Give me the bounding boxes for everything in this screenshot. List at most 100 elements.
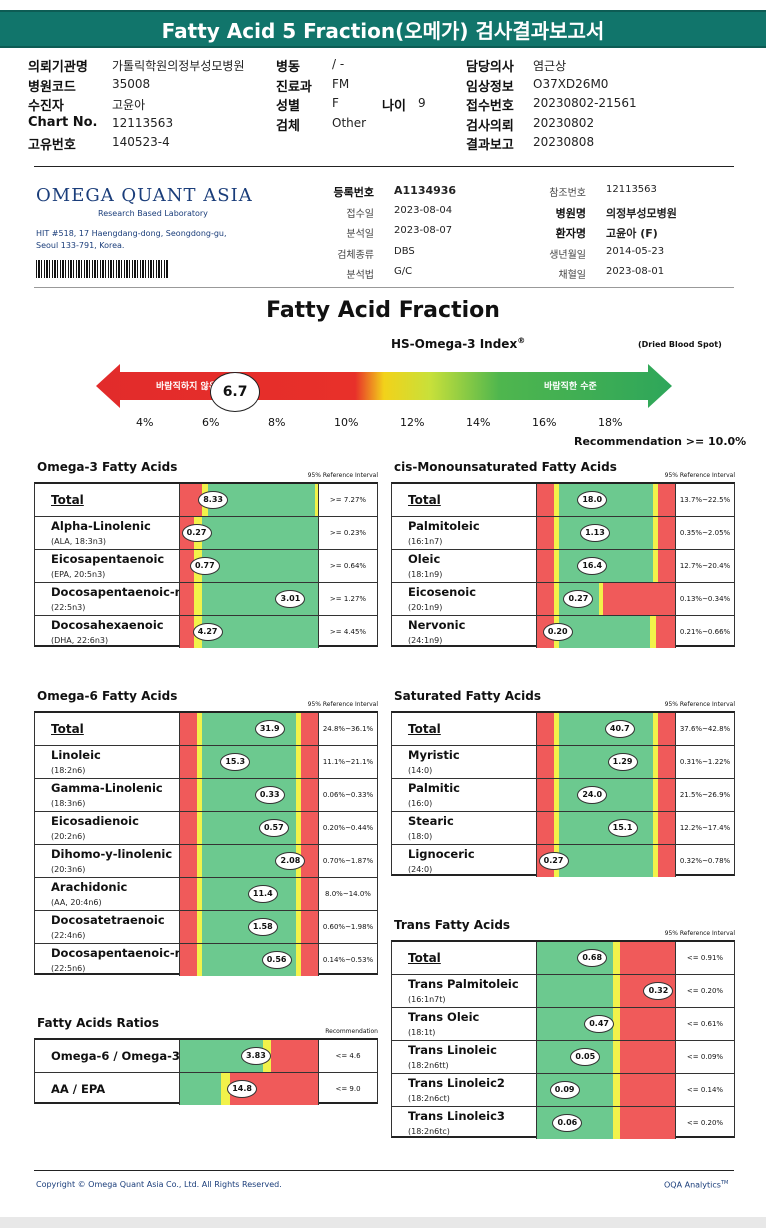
row-subname: (20:1n9) xyxy=(408,603,443,612)
range-bar: 16.4 xyxy=(536,550,676,582)
row-name: Trans Oleic xyxy=(408,1010,480,1024)
range-zone xyxy=(553,517,560,549)
patient-value: FM xyxy=(332,76,350,91)
range-zone xyxy=(559,812,653,844)
fraction-title: Fatty Acid Fraction xyxy=(266,298,500,323)
value-marker: 11.4 xyxy=(247,885,278,903)
range-zone xyxy=(553,484,560,516)
range-zone xyxy=(295,812,302,844)
table-row: Docosatetraenoic (22:4n6) 1.58 0.60%~1.98% xyxy=(35,911,377,944)
row-name: Lignoceric xyxy=(408,847,475,861)
section-title: Saturated Fatty Acids xyxy=(394,689,541,703)
range-bar: 0.32 xyxy=(536,975,676,1007)
row-subname: (AA, 20:4n6) xyxy=(51,898,102,907)
lab-label: 접수일 xyxy=(346,208,374,220)
range-zone xyxy=(295,944,302,976)
interval-label: 95% Reference Interval xyxy=(307,701,378,708)
range-bar: 3.01 xyxy=(179,583,319,615)
row-subname: (DHA, 22:6n3) xyxy=(51,636,109,645)
range-zone xyxy=(180,911,197,943)
patient-value: 염근상 xyxy=(533,59,567,73)
reference-range: 0.21%~0.66% xyxy=(679,627,731,636)
patient-value: 가톨릭학원의정부성모병원 xyxy=(112,59,245,73)
reference-range: 0.31%~1.22% xyxy=(679,757,731,766)
range-bar: 4.27 xyxy=(179,616,319,648)
range-zone xyxy=(553,746,560,778)
reference-range: >= 4.45% xyxy=(329,627,367,636)
report-title: Fatty Acid 5 Fraction(오메가) 검사결과보고서 xyxy=(0,10,766,48)
table-row: Trans Linoleic3 (18:2n6tc) 0.06 <= 0.20% xyxy=(392,1107,734,1140)
row-name: Eicosenoic xyxy=(408,585,477,599)
row-subname: (ALA, 18:3n3) xyxy=(51,537,107,546)
table-row: Myristic (14:0) 1.29 0.31%~1.22% xyxy=(392,746,734,779)
reference-range: 0.70%~1.87% xyxy=(322,856,374,865)
lab-label: 환자명 xyxy=(555,227,586,240)
footer-divider xyxy=(34,1170,734,1171)
range-bar: 15.1 xyxy=(536,812,676,844)
section-title: Omega-6 Fatty Acids xyxy=(37,689,178,703)
range-bar: 0.27 xyxy=(536,583,676,615)
row-name: Eicosapentaenoic xyxy=(51,552,165,566)
index-left-label: 바람직하지 않은 수준 xyxy=(156,382,237,392)
range-bar: 31.9 xyxy=(179,713,319,745)
range-zone xyxy=(537,812,554,844)
range-zone xyxy=(658,550,675,582)
patient-label: 성별 xyxy=(276,99,300,114)
value-marker: 0.09 xyxy=(549,1081,580,1099)
range-zone xyxy=(295,713,302,745)
reference-range: <= 0.91% xyxy=(686,953,724,962)
range-zone xyxy=(658,812,675,844)
lab-value: 2023-08-04 xyxy=(394,204,453,216)
range-zone xyxy=(619,942,675,974)
range-zone xyxy=(180,713,197,745)
range-zone xyxy=(196,713,203,745)
row-name: AA / EPA xyxy=(51,1082,106,1096)
row-subname: (18:2n6tc) xyxy=(408,1127,450,1136)
lab-label: 등록번호 xyxy=(333,186,374,199)
range-zone xyxy=(295,746,302,778)
value-marker: 40.7 xyxy=(604,720,635,738)
row-name: Eicosadienoic xyxy=(51,814,139,828)
section-title: Fatty Acids Ratios xyxy=(37,1016,160,1030)
range-zone xyxy=(180,550,194,582)
range-zone xyxy=(180,746,197,778)
lab-value: A1134936 xyxy=(394,184,457,197)
reference-range: 0.60%~1.98% xyxy=(322,922,374,931)
row-name: Total xyxy=(408,722,441,736)
range-zone xyxy=(180,845,197,877)
range-zone xyxy=(658,845,675,877)
table-row: Docosapentaenoic-n3 (22:5n3) 3.01 >= 1.27% xyxy=(35,583,377,616)
range-zone xyxy=(202,517,318,549)
range-zone xyxy=(295,878,302,910)
range-zone xyxy=(180,812,197,844)
index-tick: 10% xyxy=(334,416,359,429)
range-zone xyxy=(652,713,659,745)
value-marker: 1.29 xyxy=(607,753,638,771)
range-bar: 0.33 xyxy=(179,779,319,811)
lab-label: 분석일 xyxy=(346,229,374,240)
range-zone xyxy=(301,911,318,943)
row-name: Total xyxy=(51,493,84,507)
reference-range: <= 0.61% xyxy=(686,1019,724,1028)
specimen-type: (Dried Blood Spot) xyxy=(638,340,722,349)
range-zone xyxy=(612,975,620,1007)
range-zone xyxy=(612,942,620,974)
range-bar: 0.57 xyxy=(179,812,319,844)
interval-label: 95% Reference Interval xyxy=(307,472,378,479)
range-zone xyxy=(655,616,675,648)
range-zone xyxy=(196,911,203,943)
range-zone xyxy=(180,878,197,910)
reference-range: <= 0.20% xyxy=(686,1118,724,1127)
patient-label: 수진자 xyxy=(28,99,64,114)
range-zone xyxy=(196,944,203,976)
interval-label: 95% Reference Interval xyxy=(664,472,735,479)
range-bar: 18.0 xyxy=(536,484,676,516)
range-zone xyxy=(537,550,554,582)
row-subname: (20:2n6) xyxy=(51,832,86,841)
value-marker: 4.27 xyxy=(192,623,223,641)
row-name: Trans Linoleic3 xyxy=(408,1109,505,1123)
row-subname: (16:1n7) xyxy=(408,537,443,546)
lab-value: 12113563 xyxy=(606,184,657,195)
index-recommendation: Recommendation >= 10.0% xyxy=(574,435,747,448)
range-zone xyxy=(537,779,554,811)
